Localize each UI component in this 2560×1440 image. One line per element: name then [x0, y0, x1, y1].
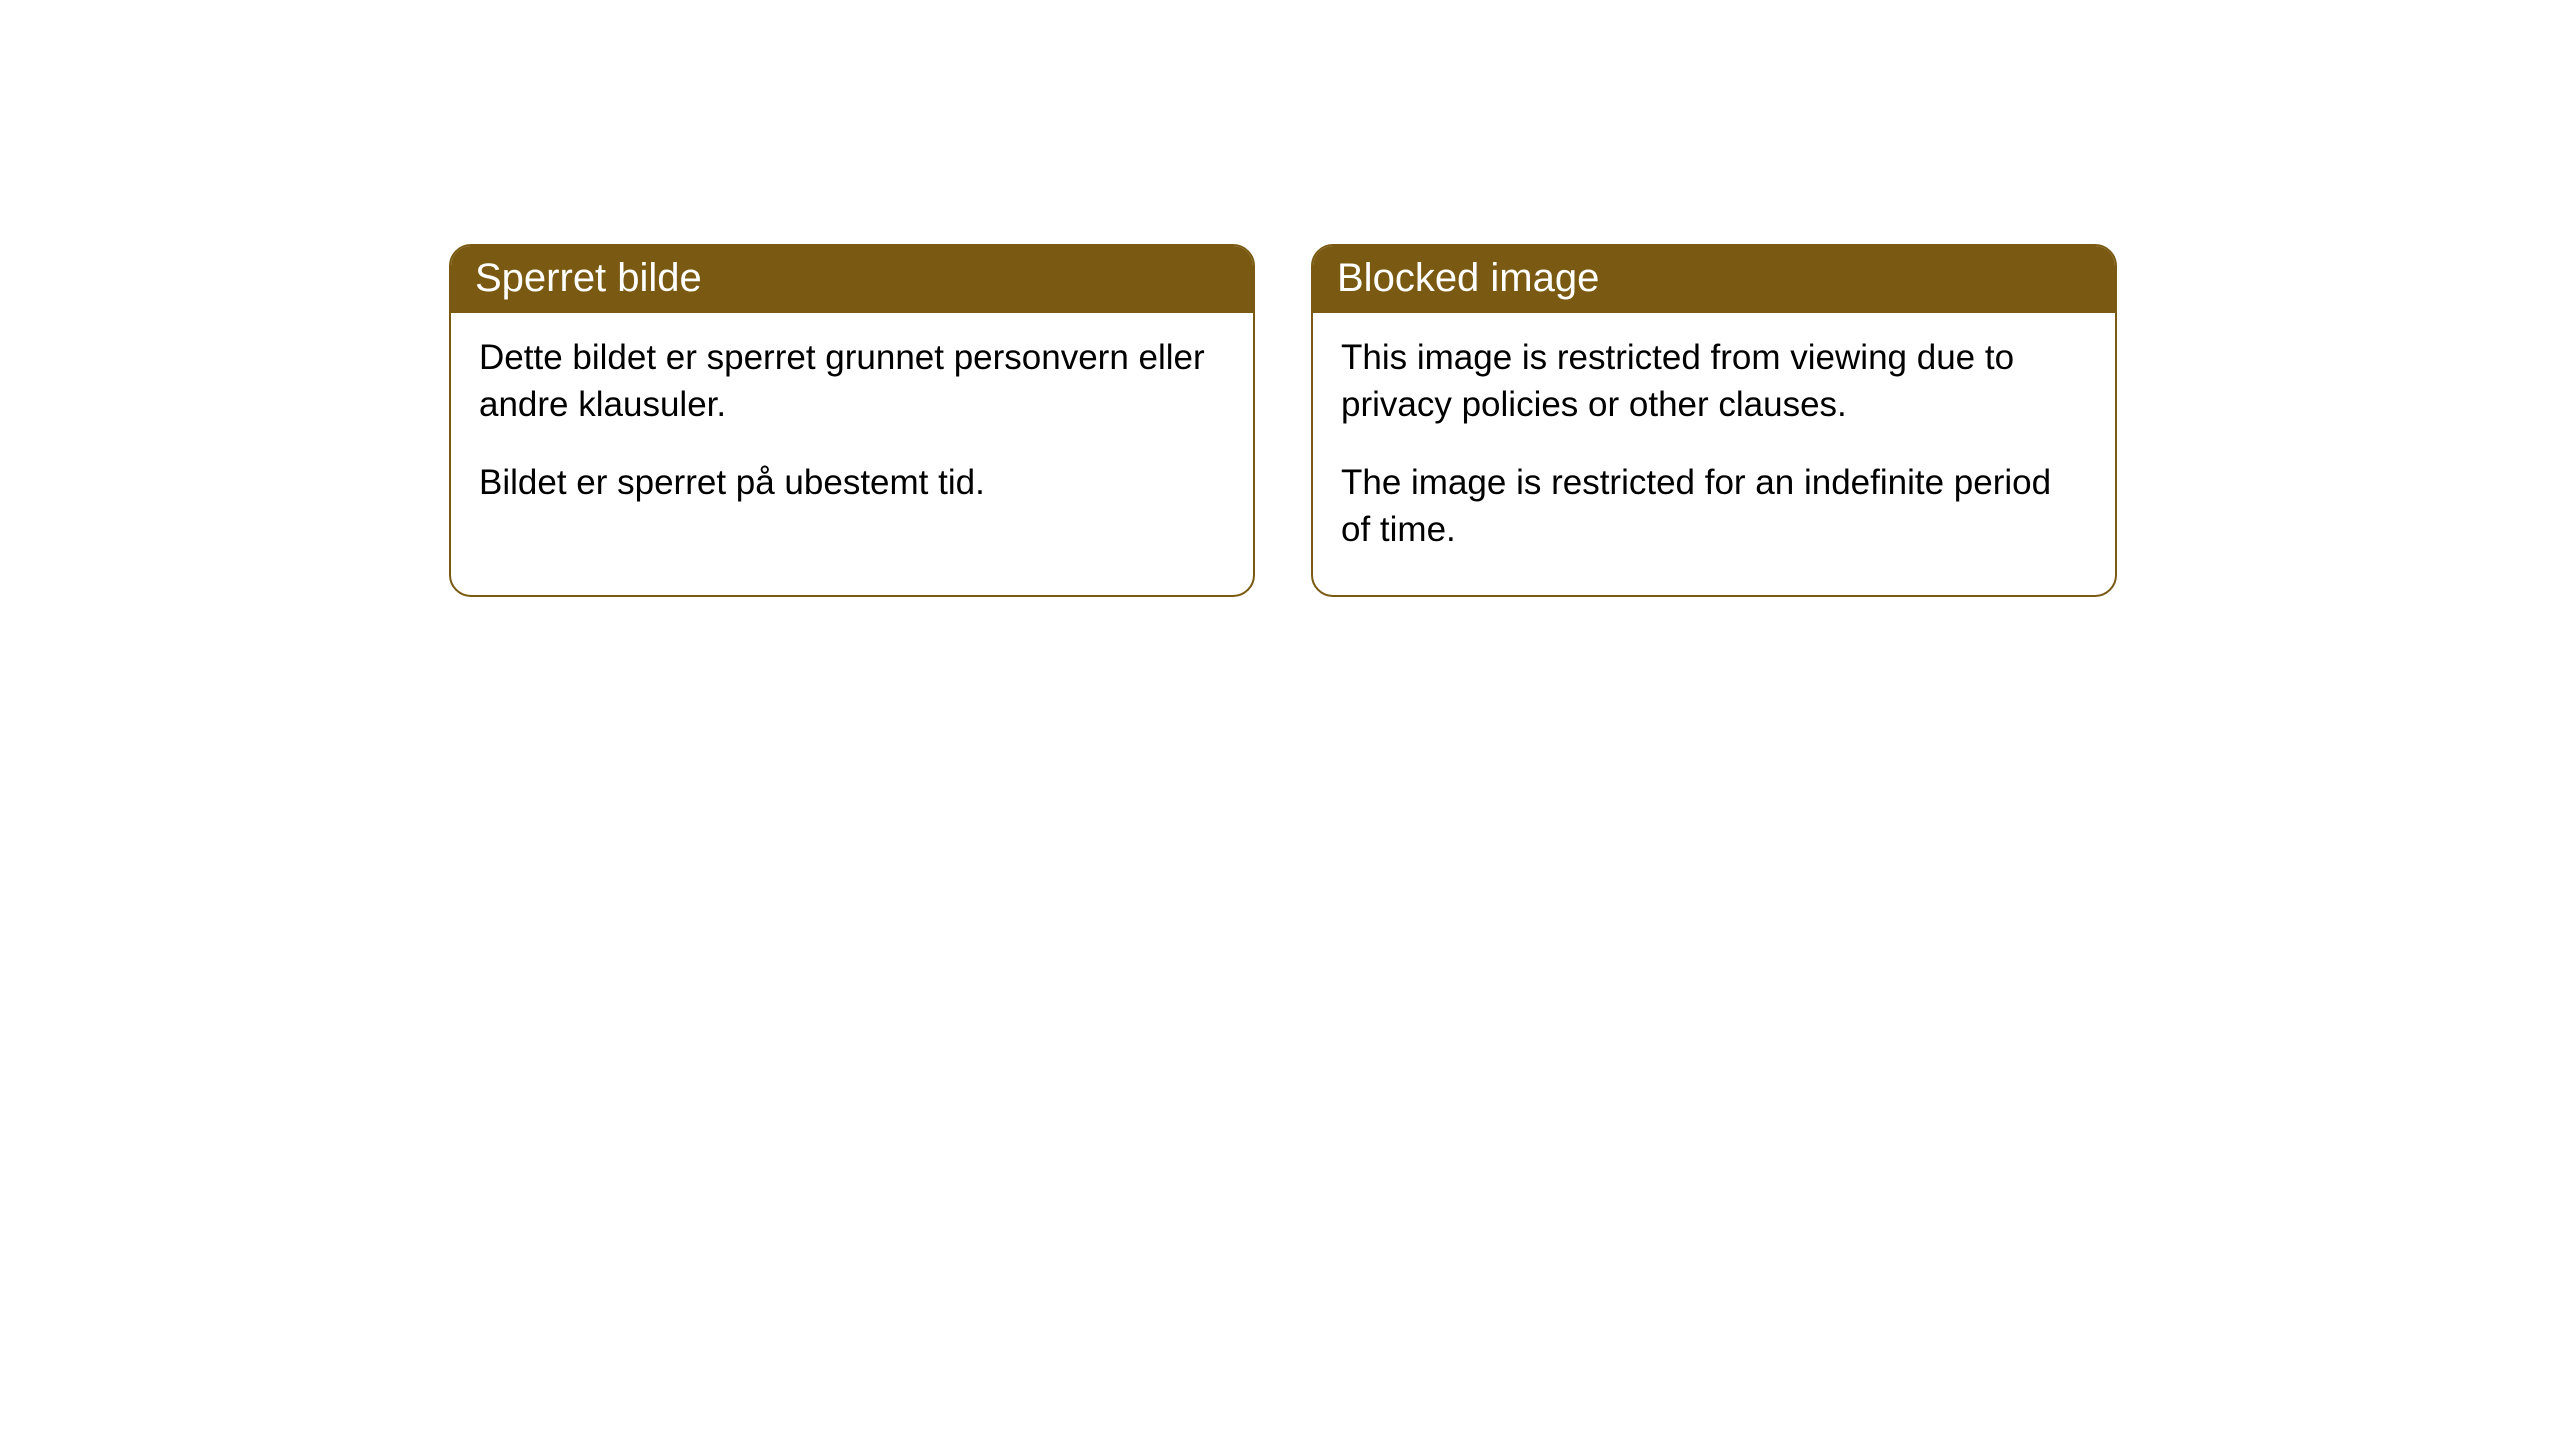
card-paragraph-1: This image is restricted from viewing du… — [1341, 335, 2087, 428]
card-paragraph-2: Bildet er sperret på ubestemt tid. — [479, 460, 1225, 507]
card-paragraph-1: Dette bildet er sperret grunnet personve… — [479, 335, 1225, 428]
cards-container: Sperret bilde Dette bildet er sperret gr… — [0, 0, 2560, 597]
card-header-title: Blocked image — [1313, 246, 2115, 313]
blocked-image-card-english: Blocked image This image is restricted f… — [1311, 244, 2117, 597]
card-paragraph-2: The image is restricted for an indefinit… — [1341, 460, 2087, 553]
card-body: This image is restricted from viewing du… — [1313, 313, 2115, 595]
card-body: Dette bildet er sperret grunnet personve… — [451, 313, 1253, 549]
card-header-title: Sperret bilde — [451, 246, 1253, 313]
blocked-image-card-norwegian: Sperret bilde Dette bildet er sperret gr… — [449, 244, 1255, 597]
